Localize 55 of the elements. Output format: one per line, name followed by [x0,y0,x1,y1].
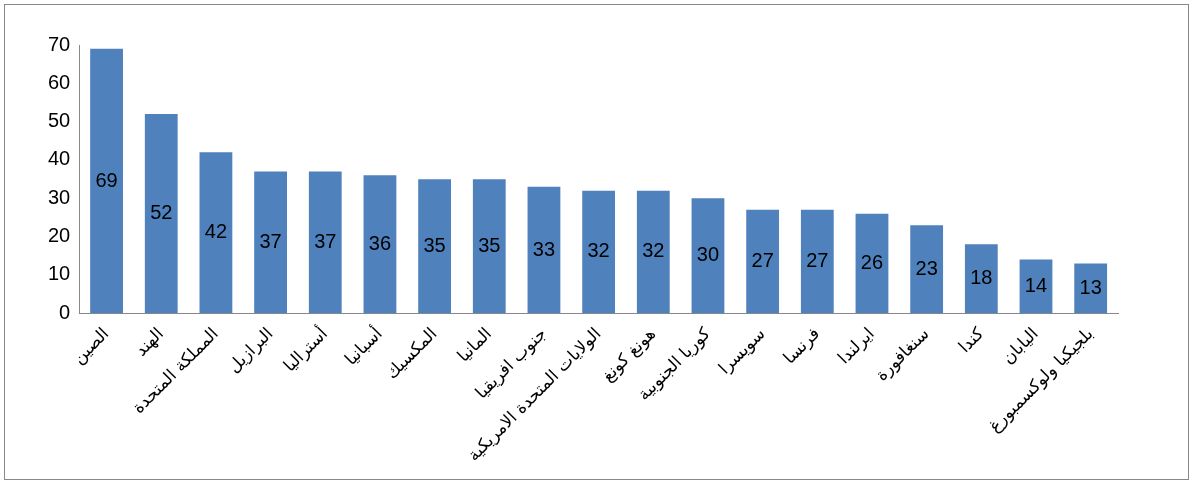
data-label: 35 [423,233,446,256]
data-label: 37 [259,229,282,252]
bar [90,48,123,314]
data-label: 30 [696,243,720,266]
bar [418,179,452,314]
data-label: 18 [970,266,993,289]
bar [363,175,397,314]
bar [746,209,780,314]
x-tick-label: البرازيل [223,323,277,377]
x-tick-label: أستراليا [278,322,332,376]
y-tick-label: 70 [48,32,71,55]
bar [636,190,670,314]
bar [964,244,998,314]
bar [144,113,178,314]
y-tick-label: 10 [48,262,71,285]
bar [1074,263,1108,314]
data-label: 36 [368,231,392,254]
data-label: 69 [95,168,118,191]
data-label: 26 [860,250,884,273]
data-label: 33 [532,237,556,260]
data-label: 35 [478,233,501,256]
data-label: 42 [204,220,228,243]
data-label: 14 [1024,273,1048,296]
bar [472,179,506,314]
bar [254,171,287,314]
data-label: 27 [806,249,829,272]
data-label: 32 [587,239,610,262]
x-tick-label: ايرلندا [833,323,878,368]
data-label: 52 [150,201,173,224]
y-tick-label: 40 [48,147,71,170]
y-tick-label: 30 [48,185,71,208]
x-tick-label: كندا [954,322,988,357]
data-label: 27 [751,249,774,272]
bar [199,152,233,314]
x-tick-label: الصين [68,323,113,368]
y-tick-label: 50 [48,109,71,132]
bar [855,213,889,314]
data-label: 37 [314,229,337,252]
y-tick-label: 0 [59,300,71,323]
data-label: 32 [642,239,665,262]
x-tick-label: المانيا [452,323,496,366]
bar [308,171,342,314]
x-tick-label: الهند [130,323,168,361]
bar [527,186,561,314]
x-tick-label: اليابان [997,323,1042,368]
bar [800,209,834,314]
bar [691,198,725,314]
y-tick-label: 60 [48,70,71,93]
data-label: 13 [1079,275,1102,298]
y-tick-label: 20 [48,224,71,247]
bar [582,190,616,314]
bar [910,225,944,314]
x-tick-label: سويسرا [714,323,769,378]
data-label: 23 [915,256,938,279]
x-tick-label: فرنسا [779,323,824,368]
